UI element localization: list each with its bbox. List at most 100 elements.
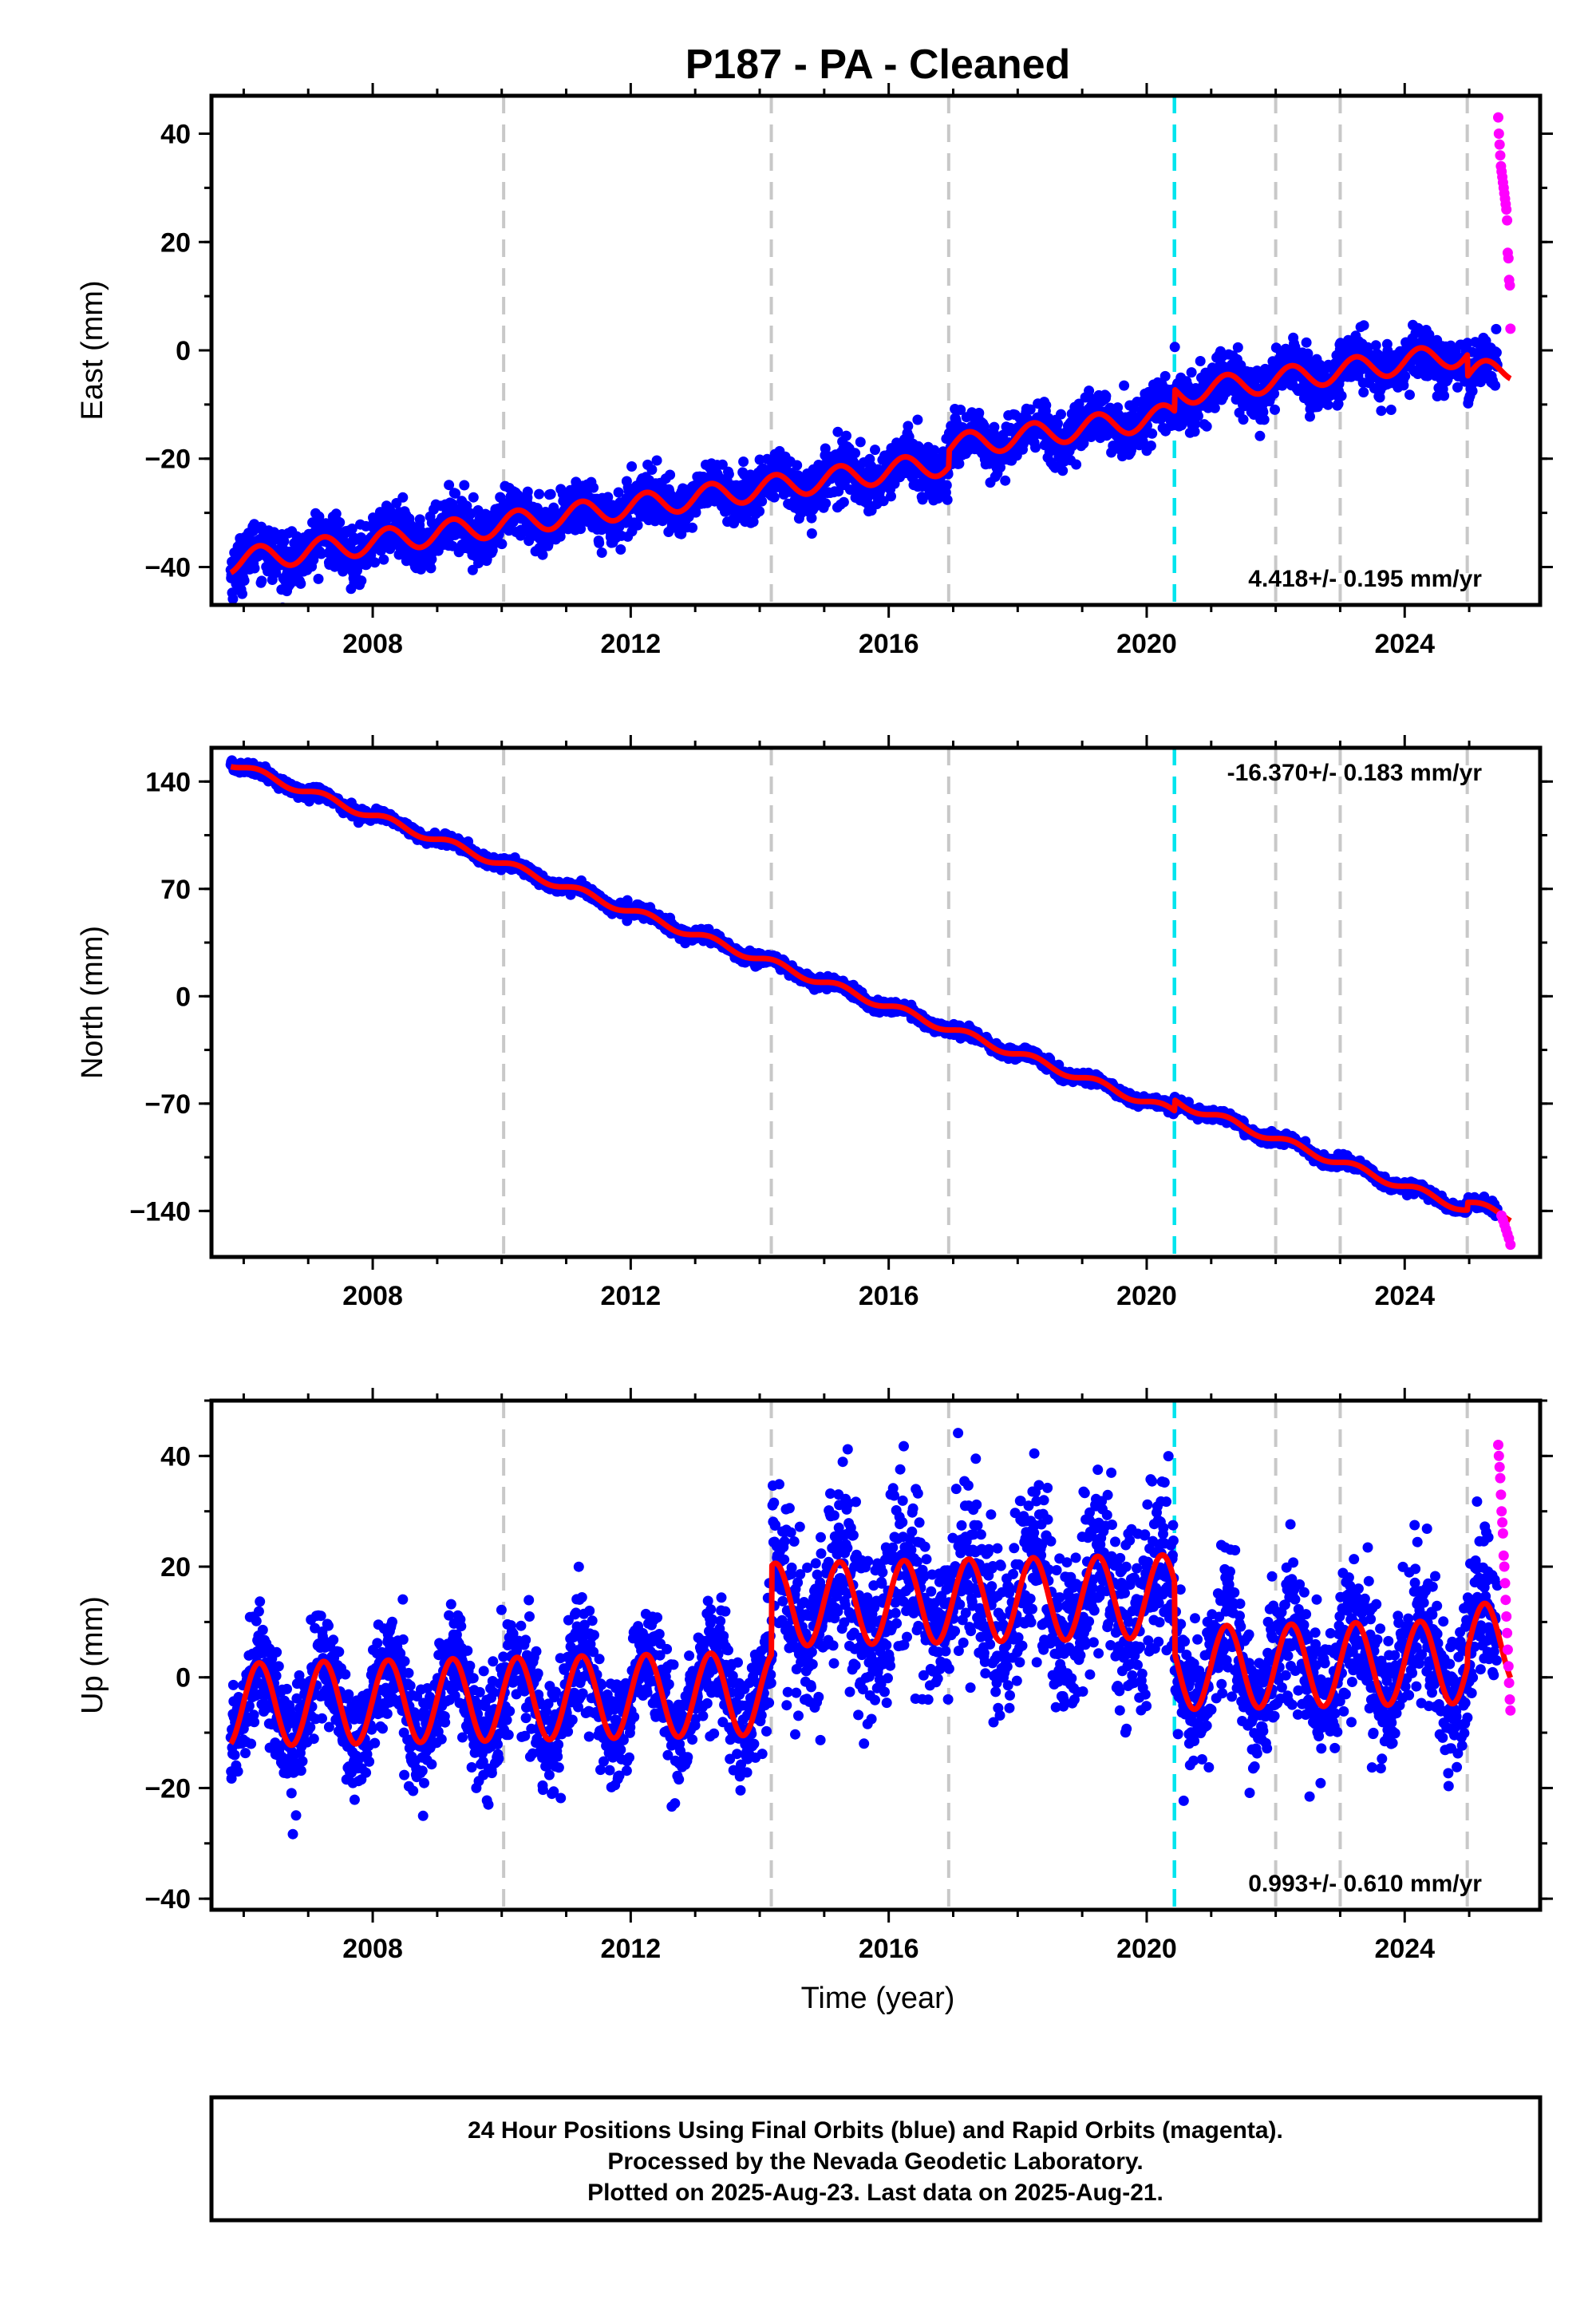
east-data-point	[806, 528, 817, 539]
east-data-point	[1195, 356, 1206, 366]
east-data-point	[1238, 414, 1249, 425]
east-data-point	[334, 517, 346, 528]
east-data-point	[1056, 409, 1066, 420]
east-data-point	[1145, 441, 1156, 451]
east-data-point	[1201, 421, 1212, 432]
east-data-point	[632, 520, 643, 531]
east-data-point	[1358, 320, 1369, 331]
east-data-point	[690, 507, 701, 518]
east-data-point	[1491, 323, 1502, 334]
east-data-point	[534, 488, 545, 500]
east-data-point	[738, 456, 749, 467]
east-data-point	[459, 480, 470, 491]
east-data-point	[1301, 337, 1312, 348]
east-data-point	[838, 496, 849, 508]
east-data-point	[754, 506, 765, 517]
east-data-point	[313, 573, 324, 584]
east-data-point	[295, 578, 306, 589]
east-data-point	[646, 464, 658, 475]
east-data-point	[912, 414, 923, 425]
north-plot-area	[225, 748, 1516, 1257]
east-data-point	[425, 563, 437, 574]
east-rapid-orbit-points	[1493, 112, 1516, 334]
east-rapid-point	[1504, 280, 1515, 291]
east-data-point	[626, 461, 638, 472]
east-data-point	[397, 492, 409, 503]
east-rapid-point	[1495, 150, 1506, 161]
east-data-point	[1491, 347, 1502, 358]
east-x-tick-label: 2016	[859, 629, 919, 659]
east-rapid-point	[1493, 128, 1504, 139]
east-plot-area	[225, 96, 1516, 605]
east-data-point	[239, 575, 250, 586]
east-y-axis-label: East (mm)	[76, 280, 109, 420]
east-data-point	[1169, 342, 1180, 353]
east-rapid-point	[1493, 112, 1503, 123]
east-data-point	[1490, 380, 1501, 391]
east-x-tick-label: 2008	[342, 629, 403, 659]
east-data-point	[841, 430, 851, 441]
east-data-point	[314, 511, 325, 522]
east-data-point	[1053, 418, 1063, 429]
east-data-point	[356, 575, 367, 587]
east-data-point	[256, 575, 267, 587]
east-data-point	[249, 563, 260, 574]
east-data-point	[717, 459, 728, 470]
east-data-point	[1404, 389, 1415, 401]
east-y-tick-label: 0	[176, 336, 191, 366]
east-data-point	[1336, 390, 1347, 401]
east-x-tick-label: 2020	[1116, 629, 1177, 659]
east-rapid-point	[1502, 215, 1513, 226]
east-data-point	[545, 488, 556, 500]
east-data-point	[757, 496, 768, 507]
east-data-point	[1439, 390, 1450, 401]
east-data-point	[1232, 342, 1243, 353]
east-data-point	[444, 480, 455, 491]
east-data-point	[941, 480, 952, 491]
east-data-point	[1030, 442, 1041, 453]
east-data-point	[450, 488, 461, 499]
east-data-point	[237, 588, 247, 599]
east-rate-label: 4.418+/- 0.195 mm/yr	[1248, 566, 1482, 592]
east-data-point	[1400, 370, 1411, 381]
east-data-point	[596, 547, 607, 558]
east-data-point	[820, 498, 832, 509]
east-data-point	[651, 455, 662, 466]
east-data-point	[886, 491, 896, 502]
east-data-point	[602, 492, 614, 503]
east-data-point	[588, 482, 599, 493]
east-data-point	[1467, 385, 1478, 397]
east-data-point	[279, 536, 290, 547]
east-data-point	[537, 549, 548, 560]
east-data-point	[1100, 390, 1112, 401]
east-data-point	[369, 557, 381, 568]
east-data-point	[575, 524, 587, 535]
east-data-point	[1258, 414, 1270, 425]
east-data-point	[870, 445, 880, 456]
east-y-tick-label: −20	[144, 445, 191, 475]
east-data-point	[522, 486, 533, 497]
east-data-point	[330, 508, 342, 520]
east-data-point	[1358, 387, 1369, 397]
east-data-point	[1000, 475, 1011, 486]
figure-title: P187 - PA - Cleaned	[685, 41, 1071, 88]
east-data-point	[903, 421, 914, 432]
east-data-point	[1057, 465, 1069, 476]
east-data-point	[1385, 405, 1396, 415]
east-y-tick-label: 20	[160, 227, 191, 258]
east-data-point	[1071, 459, 1082, 470]
east-data-point	[496, 539, 508, 550]
east-data-point	[461, 500, 472, 512]
east-data-point	[613, 487, 624, 498]
east-data-point	[227, 594, 239, 604]
east-data-point	[989, 421, 1000, 433]
east-data-point	[1041, 400, 1052, 411]
east-y-tick-label: 40	[160, 120, 191, 150]
east-data-point	[974, 408, 985, 418]
east-data-point	[378, 554, 389, 565]
east-data-point	[792, 460, 803, 471]
east-data-point	[467, 564, 478, 575]
